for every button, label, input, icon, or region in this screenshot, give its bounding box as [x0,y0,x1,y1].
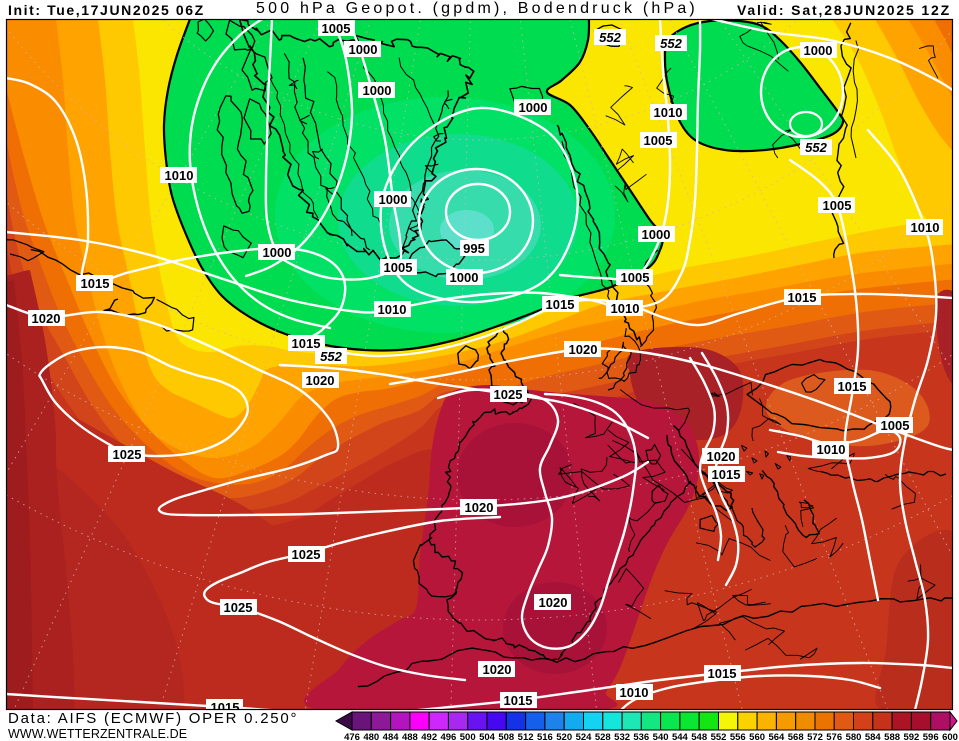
svg-text:1005: 1005 [322,21,351,36]
svg-text:1010: 1010 [378,302,407,317]
svg-text:1025: 1025 [224,600,253,615]
svg-text:1000: 1000 [804,43,833,58]
svg-text:1015: 1015 [546,297,575,312]
svg-text:576: 576 [826,732,842,741]
svg-text:1000: 1000 [349,42,378,57]
svg-text:1010: 1010 [817,442,846,457]
svg-text:1010: 1010 [654,105,683,120]
svg-text:1000: 1000 [450,270,479,285]
svg-text:1000: 1000 [363,83,392,98]
svg-text:1015: 1015 [708,666,737,681]
svg-text:584: 584 [865,732,882,741]
svg-text:488: 488 [402,732,418,741]
svg-text:504: 504 [479,732,496,741]
svg-text:524: 524 [576,732,593,741]
svg-text:1015: 1015 [211,700,240,715]
svg-text:592: 592 [903,732,919,741]
svg-text:552: 552 [660,36,682,51]
svg-text:1020: 1020 [707,449,736,464]
svg-text:508: 508 [498,732,514,741]
svg-text:1025: 1025 [113,447,142,462]
svg-text:512: 512 [518,732,534,741]
svg-text:1015: 1015 [81,276,110,291]
svg-text:995: 995 [463,241,485,256]
svg-text:600: 600 [942,732,958,741]
svg-text:1005: 1005 [644,133,673,148]
svg-text:1015: 1015 [788,290,817,305]
svg-text:1010: 1010 [611,301,640,316]
svg-text:1005: 1005 [881,418,910,433]
svg-text:1000: 1000 [642,227,671,242]
svg-text:1015: 1015 [712,467,741,482]
svg-text:588: 588 [884,732,900,741]
svg-text:484: 484 [383,732,400,741]
svg-text:1020: 1020 [306,373,335,388]
svg-text:496: 496 [440,732,456,741]
svg-text:1020: 1020 [465,500,494,515]
svg-text:572: 572 [807,732,823,741]
svg-text:1010: 1010 [165,168,194,183]
svg-text:480: 480 [363,732,379,741]
svg-text:596: 596 [923,732,939,741]
svg-text:552: 552 [711,732,727,741]
svg-text:1010: 1010 [620,685,649,700]
svg-text:552: 552 [805,140,827,155]
svg-text:568: 568 [788,732,804,741]
svg-text:580: 580 [846,732,862,741]
svg-text:540: 540 [653,732,669,741]
svg-text:556: 556 [730,732,746,741]
svg-text:552: 552 [320,349,342,364]
svg-text:1005: 1005 [384,260,413,275]
svg-text:532: 532 [614,732,630,741]
svg-text:476: 476 [344,732,360,741]
svg-text:492: 492 [421,732,437,741]
svg-text:1000: 1000 [379,192,408,207]
svg-text:1020: 1020 [569,342,598,357]
svg-text:1025: 1025 [292,547,321,562]
svg-text:1020: 1020 [539,595,568,610]
svg-text:548: 548 [691,732,707,741]
svg-text:560: 560 [749,732,765,741]
svg-text:1015: 1015 [292,336,321,351]
svg-text:1020: 1020 [32,311,61,326]
svg-text:1000: 1000 [519,100,548,115]
svg-text:536: 536 [633,732,649,741]
svg-text:500: 500 [460,732,476,741]
svg-text:1005: 1005 [823,198,852,213]
svg-text:1015: 1015 [504,693,533,708]
svg-text:528: 528 [595,732,611,741]
svg-text:564: 564 [768,732,785,741]
svg-text:1010: 1010 [911,220,940,235]
svg-text:552: 552 [599,30,621,45]
svg-text:1000: 1000 [263,245,292,260]
svg-text:516: 516 [537,732,553,741]
svg-text:520: 520 [556,732,572,741]
svg-text:1020: 1020 [483,662,512,677]
svg-text:1015: 1015 [838,379,867,394]
svg-text:1025: 1025 [494,387,523,402]
svg-text:1005: 1005 [621,270,650,285]
svg-text:544: 544 [672,732,689,741]
